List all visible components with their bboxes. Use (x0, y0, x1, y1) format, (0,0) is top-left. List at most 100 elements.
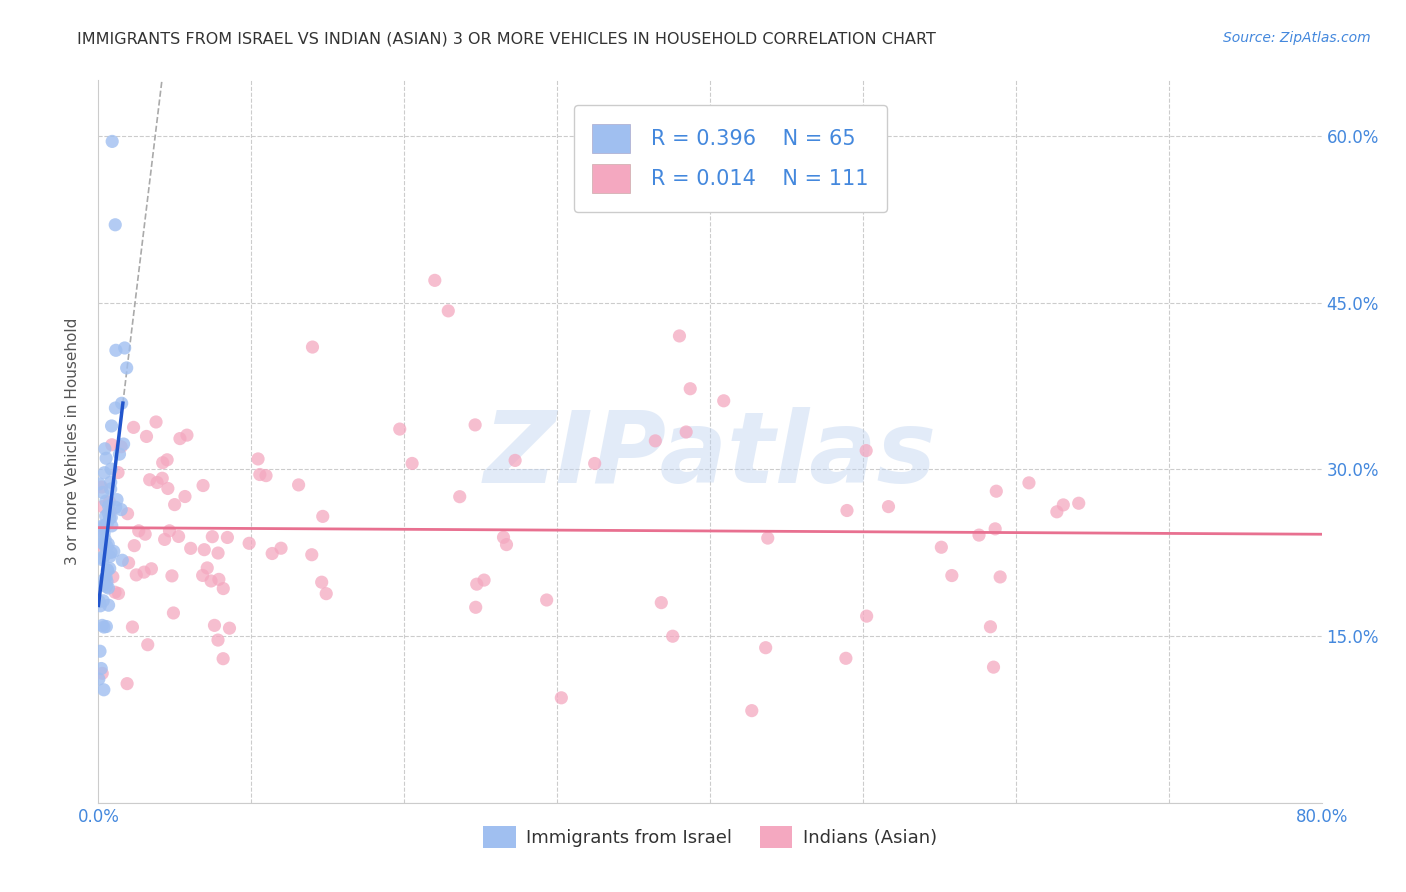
Indians (Asian) (134, 527, 156, 541)
Immigrants from Israel (93, 466, 115, 480)
Immigrants from Israel (93, 519, 115, 533)
Indians (Asian) (121, 620, 143, 634)
Indians (Asian) (217, 531, 239, 545)
Y-axis label: 3 or more Vehicles in Household: 3 or more Vehicles in Household (65, 318, 80, 566)
Indians (Asian) (152, 456, 174, 470)
Immigrants from Israel (103, 544, 125, 558)
Indians (Asian) (287, 478, 309, 492)
Legend: Immigrants from Israel, Indians (Asian): Immigrants from Israel, Indians (Asian) (475, 819, 945, 855)
Immigrants from Israel (104, 401, 127, 415)
Immigrants from Israel (89, 644, 111, 658)
Immigrants from Israel (94, 494, 117, 508)
Immigrants from Israel (100, 510, 122, 524)
Indians (Asian) (979, 620, 1001, 634)
Indians (Asian) (464, 600, 486, 615)
Indians (Asian) (755, 640, 778, 655)
Indians (Asian) (146, 475, 169, 490)
Immigrants from Israel (104, 218, 127, 232)
Indians (Asian) (141, 562, 163, 576)
Indians (Asian) (472, 573, 495, 587)
Indians (Asian) (90, 521, 112, 535)
Immigrants from Israel (91, 594, 114, 608)
Indians (Asian) (218, 621, 240, 635)
Immigrants from Israel (114, 341, 136, 355)
Indians (Asian) (98, 495, 121, 509)
Immigrants from Israel (98, 549, 121, 564)
Indians (Asian) (117, 507, 139, 521)
Immigrants from Israel (89, 599, 111, 613)
Indians (Asian) (249, 467, 271, 482)
Indians (Asian) (110, 440, 132, 454)
Indians (Asian) (301, 548, 323, 562)
Immigrants from Israel (89, 476, 111, 491)
Indians (Asian) (238, 536, 260, 550)
Immigrants from Israel (96, 563, 118, 577)
Indians (Asian) (931, 541, 953, 555)
Immigrants from Israel (104, 500, 127, 515)
Indians (Asian) (163, 498, 186, 512)
Indians (Asian) (117, 556, 139, 570)
Indians (Asian) (153, 533, 176, 547)
Indians (Asian) (115, 676, 138, 690)
Immigrants from Israel (115, 360, 138, 375)
Indians (Asian) (124, 539, 146, 553)
Immigrants from Israel (96, 574, 118, 589)
Immigrants from Israel (101, 135, 124, 149)
Indians (Asian) (91, 666, 114, 681)
Immigrants from Israel (104, 343, 127, 358)
Indians (Asian) (107, 466, 129, 480)
Immigrants from Israel (94, 451, 117, 466)
Indians (Asian) (668, 329, 690, 343)
Text: IMMIGRANTS FROM ISRAEL VS INDIAN (ASIAN) 3 OR MORE VEHICLES IN HOUSEHOLD CORRELA: IMMIGRANTS FROM ISRAEL VS INDIAN (ASIAN)… (77, 31, 936, 46)
Immigrants from Israel (91, 518, 114, 533)
Indians (Asian) (1067, 496, 1090, 510)
Indians (Asian) (104, 585, 127, 599)
Immigrants from Israel (94, 570, 117, 584)
Indians (Asian) (495, 538, 517, 552)
Immigrants from Israel (94, 442, 117, 456)
Immigrants from Israel (96, 539, 118, 553)
Indians (Asian) (98, 505, 121, 519)
Immigrants from Israel (91, 553, 114, 567)
Indians (Asian) (877, 500, 900, 514)
Indians (Asian) (312, 509, 335, 524)
Immigrants from Israel (94, 572, 117, 586)
Indians (Asian) (91, 500, 114, 514)
Immigrants from Israel (93, 538, 115, 552)
Indians (Asian) (193, 542, 215, 557)
Indians (Asian) (301, 340, 323, 354)
Indians (Asian) (101, 438, 124, 452)
Indians (Asian) (644, 434, 666, 448)
Indians (Asian) (200, 574, 222, 588)
Indians (Asian) (191, 568, 214, 582)
Immigrants from Israel (100, 475, 122, 490)
Immigrants from Israel (90, 551, 112, 566)
Indians (Asian) (134, 565, 156, 579)
Immigrants from Israel (97, 499, 120, 513)
Text: ZIPatlas: ZIPatlas (484, 408, 936, 505)
Indians (Asian) (583, 457, 606, 471)
Indians (Asian) (756, 531, 779, 545)
Indians (Asian) (156, 482, 179, 496)
Immigrants from Israel (98, 511, 121, 525)
Indians (Asian) (536, 593, 558, 607)
Immigrants from Israel (97, 537, 120, 551)
Immigrants from Israel (96, 563, 118, 577)
Immigrants from Israel (91, 618, 114, 632)
Indians (Asian) (465, 577, 488, 591)
Indians (Asian) (941, 568, 963, 582)
Indians (Asian) (650, 596, 672, 610)
Indians (Asian) (207, 633, 229, 648)
Immigrants from Israel (90, 661, 112, 675)
Indians (Asian) (988, 570, 1011, 584)
Immigrants from Israel (96, 619, 118, 633)
Immigrants from Israel (97, 506, 120, 520)
Indians (Asian) (986, 484, 1008, 499)
Immigrants from Israel (93, 620, 115, 634)
Immigrants from Israel (93, 578, 115, 592)
Indians (Asian) (679, 382, 702, 396)
Indians (Asian) (983, 660, 1005, 674)
Indians (Asian) (91, 539, 114, 553)
Immigrants from Israel (100, 519, 122, 533)
Indians (Asian) (401, 457, 423, 471)
